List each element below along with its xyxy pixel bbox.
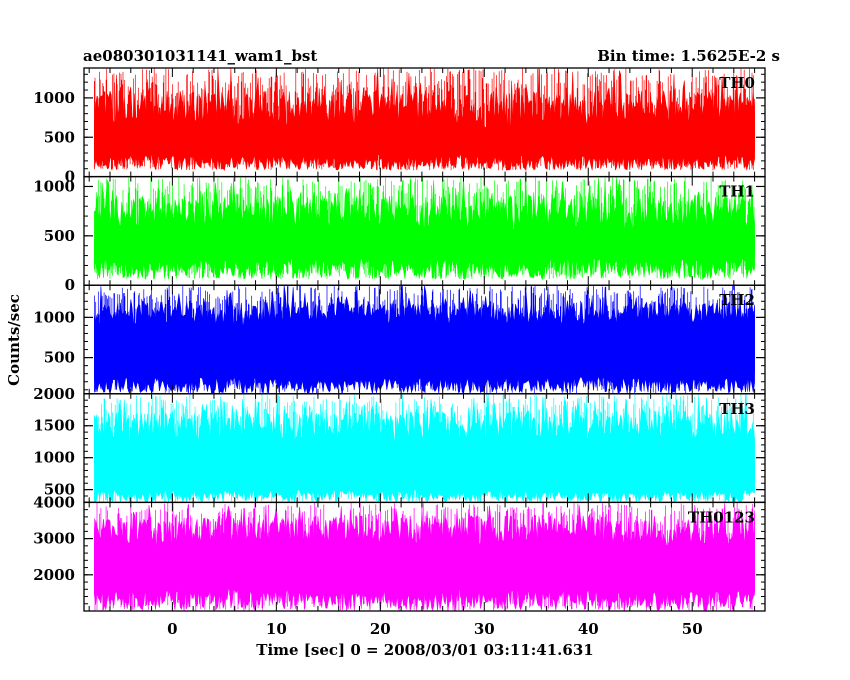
spikes-th0: [94, 68, 755, 171]
panel-frame: [83, 501, 766, 612]
y-tick-label: 500: [44, 481, 75, 499]
bin-time-label: Bin time: 1.5625E-2 s: [597, 47, 780, 65]
y-tick-label: 3000: [33, 530, 75, 548]
panel-label-th1: TH1: [719, 183, 755, 201]
y-tick-label: 2000: [33, 385, 75, 403]
y-tick-label: 4000: [33, 493, 75, 511]
y-tick-label: 500: [44, 128, 75, 146]
panel-label-th2: TH2: [719, 291, 755, 309]
chart-title: ae080301031141_wam1_bst: [83, 47, 317, 65]
x-tick-label: 50: [682, 620, 703, 638]
panel-th0: 0 500 1000 TH0: [33, 67, 766, 186]
spikes-th2: [94, 285, 755, 394]
y-axis-label: Counts/sec: [5, 294, 23, 386]
panels-group: 0 500 1000 TH0 0 500 1000 TH1 500 1000 TH2 500 1000 1…: [33, 67, 766, 612]
panel-th1: 0 500 1000 TH1: [33, 175, 766, 294]
y-tick-label: 1000: [33, 177, 75, 195]
panel-label-th0: TH0: [719, 74, 755, 92]
y-tick-label: 500: [44, 349, 75, 367]
x-tick-label: 30: [474, 620, 495, 638]
x-tick-label: 0: [167, 620, 177, 638]
x-axis-label: Time [sec] 0 = 2008/03/01 03:11:41.631: [256, 641, 593, 659]
spikes-th0123: [94, 502, 755, 611]
panel-th2: 500 1000 TH2: [33, 284, 766, 395]
x-tick-label: 40: [578, 620, 599, 638]
x-tick-label: 10: [266, 620, 287, 638]
y-tick-label: 500: [44, 227, 75, 245]
y-tick-label: 1000: [33, 89, 75, 107]
y-tick-label: 0: [65, 276, 75, 294]
panel-label-th0123: TH0123: [688, 508, 755, 526]
y-tick-label: 0: [65, 168, 75, 186]
x-axis: 0 10 20 30 40 50: [167, 620, 703, 638]
y-tick-label: 1000: [33, 308, 75, 326]
y-tick-label: 1500: [33, 417, 75, 435]
panel-th3: 500 1000 1500 2000 TH3: [33, 385, 766, 504]
x-tick-label: 20: [370, 620, 391, 638]
spikes-th1: [94, 176, 755, 280]
y-tick-label: 1000: [33, 449, 75, 467]
panel-th0123: 2000 3000 4000 TH0123: [33, 493, 766, 612]
panel-label-th3: TH3: [719, 400, 755, 418]
spikes-th3: [94, 393, 755, 503]
y-tick-label: 2000: [33, 566, 75, 584]
